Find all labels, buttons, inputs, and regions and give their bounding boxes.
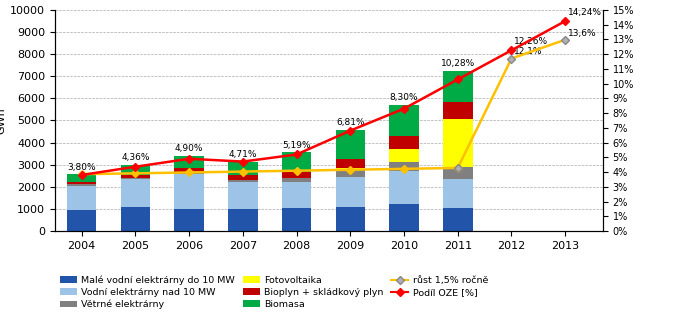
Bar xyxy=(228,182,258,209)
Bar xyxy=(443,102,473,119)
Bar xyxy=(336,170,365,177)
Bar xyxy=(121,178,150,180)
Bar xyxy=(67,184,97,186)
Bar xyxy=(67,174,97,182)
Bar xyxy=(443,179,473,209)
Bar xyxy=(67,182,97,184)
Bar xyxy=(389,136,419,148)
Bar xyxy=(282,182,312,209)
Y-axis label: GWh: GWh xyxy=(0,107,6,134)
Bar xyxy=(443,167,473,179)
Bar xyxy=(175,156,204,168)
Bar xyxy=(121,165,150,175)
Text: 12,1%: 12,1% xyxy=(514,47,543,56)
Bar xyxy=(67,186,97,210)
Bar xyxy=(336,130,365,159)
Text: 4,90%: 4,90% xyxy=(175,144,203,153)
Bar xyxy=(389,204,419,231)
Bar xyxy=(389,162,419,171)
Bar xyxy=(336,207,365,231)
Text: 8,30%: 8,30% xyxy=(390,93,419,102)
Bar xyxy=(175,209,204,231)
Bar xyxy=(228,175,258,180)
Bar xyxy=(443,71,473,102)
Bar xyxy=(121,175,150,178)
Bar xyxy=(282,178,312,182)
Bar xyxy=(443,209,473,231)
Text: 12,26%: 12,26% xyxy=(514,37,548,46)
Legend: Malé vodní elektrárny do 10 MW, Vodní elektrárny nad 10 MW, Větrné elektrárny, F: Malé vodní elektrárny do 10 MW, Vodní el… xyxy=(60,276,488,309)
Bar xyxy=(336,159,365,168)
Bar xyxy=(336,168,365,170)
Bar xyxy=(175,172,204,174)
Bar xyxy=(228,180,258,182)
Bar xyxy=(282,209,312,231)
Bar xyxy=(389,171,419,204)
Text: 13,6%: 13,6% xyxy=(568,28,597,38)
Bar xyxy=(121,207,150,231)
Text: 10,28%: 10,28% xyxy=(440,59,475,68)
Bar xyxy=(228,162,258,175)
Text: 4,71%: 4,71% xyxy=(229,150,257,159)
Bar xyxy=(336,177,365,207)
Text: 6,81%: 6,81% xyxy=(336,118,364,127)
Bar xyxy=(443,119,473,167)
Bar xyxy=(389,148,419,162)
Bar xyxy=(282,152,312,172)
Bar xyxy=(282,172,312,178)
Bar xyxy=(228,209,258,231)
Bar xyxy=(175,168,204,172)
Bar xyxy=(389,105,419,136)
Bar xyxy=(175,174,204,209)
Text: 4,36%: 4,36% xyxy=(121,153,149,162)
Bar xyxy=(121,180,150,207)
Text: 14,24%: 14,24% xyxy=(568,8,602,17)
Text: 5,19%: 5,19% xyxy=(282,141,311,150)
Text: 3,80%: 3,80% xyxy=(67,163,96,172)
Bar xyxy=(67,210,97,231)
